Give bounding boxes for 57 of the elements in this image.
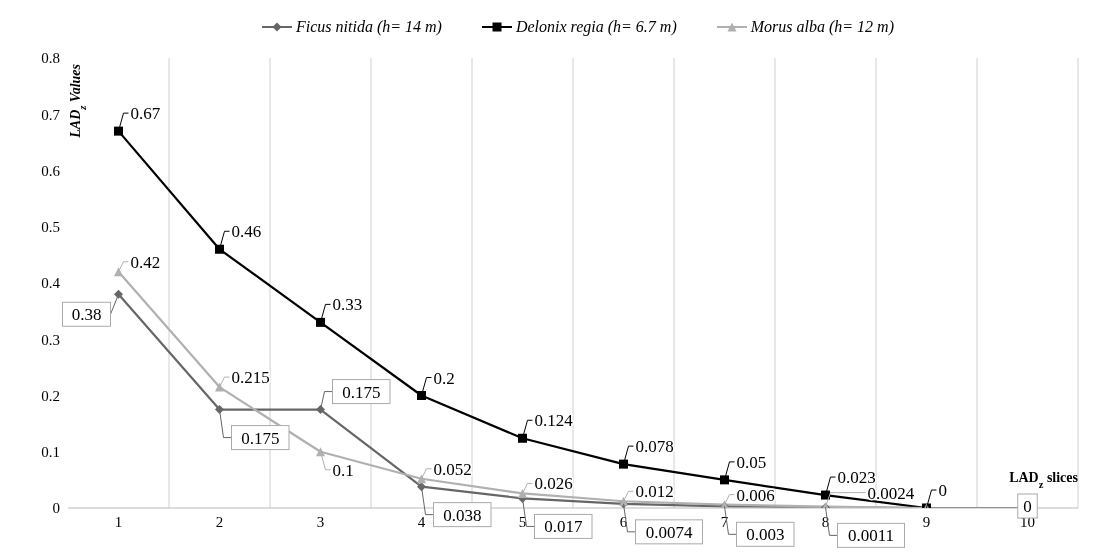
data-label: 0.46 xyxy=(231,222,262,242)
data-label: 0.38 xyxy=(71,305,102,325)
data-label: 0.012 xyxy=(635,482,674,502)
x-tick-label: 3 xyxy=(316,513,325,530)
data-label: 0 xyxy=(938,481,947,500)
y-tick-label: 0.2 xyxy=(41,387,60,404)
point xyxy=(215,382,224,392)
x-axis-title: LAD$_{z}$ slices xyxy=(1009,470,1079,490)
legend-label: Delonix regia (h= 6.7 m) xyxy=(515,18,677,36)
data-label: 0.078 xyxy=(635,437,674,457)
x-tick-label: 9 xyxy=(922,513,931,530)
y-tick-label: 0.3 xyxy=(41,331,60,348)
data-label: 0.026 xyxy=(534,474,573,494)
data-label: 0.038 xyxy=(443,505,482,525)
point xyxy=(316,317,325,327)
data-label: 0.2 xyxy=(433,368,455,388)
data-label: 0.33 xyxy=(332,295,363,315)
point xyxy=(518,433,527,443)
data-label: 0.003 xyxy=(746,525,785,545)
data-label: 0.0074 xyxy=(645,522,693,542)
y-tick-label: 0.6 xyxy=(41,162,61,179)
data-label: 0.05 xyxy=(736,452,767,472)
data-label: 0.215 xyxy=(231,368,270,388)
data-label: 0.006 xyxy=(736,485,775,505)
x-tick-label: 5 xyxy=(518,513,527,530)
x-tick-label: 8 xyxy=(821,513,830,530)
legend-label: Ficus nitida (h= 14 m) xyxy=(296,18,442,36)
data-label: 0.0011 xyxy=(847,526,895,546)
data-label: 0.017 xyxy=(544,517,583,537)
y-tick-label: 0.4 xyxy=(41,275,61,292)
x-tick-label: 1 xyxy=(114,513,123,530)
y-tick-label: 0.7 xyxy=(41,106,61,123)
point xyxy=(215,244,224,254)
y-tick-label: 0 xyxy=(52,500,60,517)
y-tick-label: 0.1 xyxy=(41,444,60,461)
x-tick-label: 4 xyxy=(417,513,426,530)
x-tick-label: 7 xyxy=(720,513,729,530)
data-label: 0.67 xyxy=(130,104,161,124)
data-label: 0.175 xyxy=(241,428,280,448)
point xyxy=(720,475,729,485)
y-tick-label: 0.5 xyxy=(41,219,60,236)
point xyxy=(114,126,123,136)
x-tick-label: 6 xyxy=(619,513,628,530)
y-tick-label: 0.8 xyxy=(41,50,60,67)
point xyxy=(417,391,426,400)
x-tick-label: 2 xyxy=(215,513,224,530)
point xyxy=(518,488,527,498)
point xyxy=(417,474,426,484)
legend-label: Morus alba (h= 12 m) xyxy=(750,18,894,36)
data-label: 0.052 xyxy=(433,459,472,479)
point xyxy=(619,459,628,469)
data-label: 0.175 xyxy=(342,382,381,402)
data-label: 0 xyxy=(1023,497,1032,516)
data-label: 0.1 xyxy=(332,460,354,480)
point xyxy=(114,267,123,277)
data-label: 0.124 xyxy=(534,411,574,431)
data-label: 0.42 xyxy=(130,252,161,272)
